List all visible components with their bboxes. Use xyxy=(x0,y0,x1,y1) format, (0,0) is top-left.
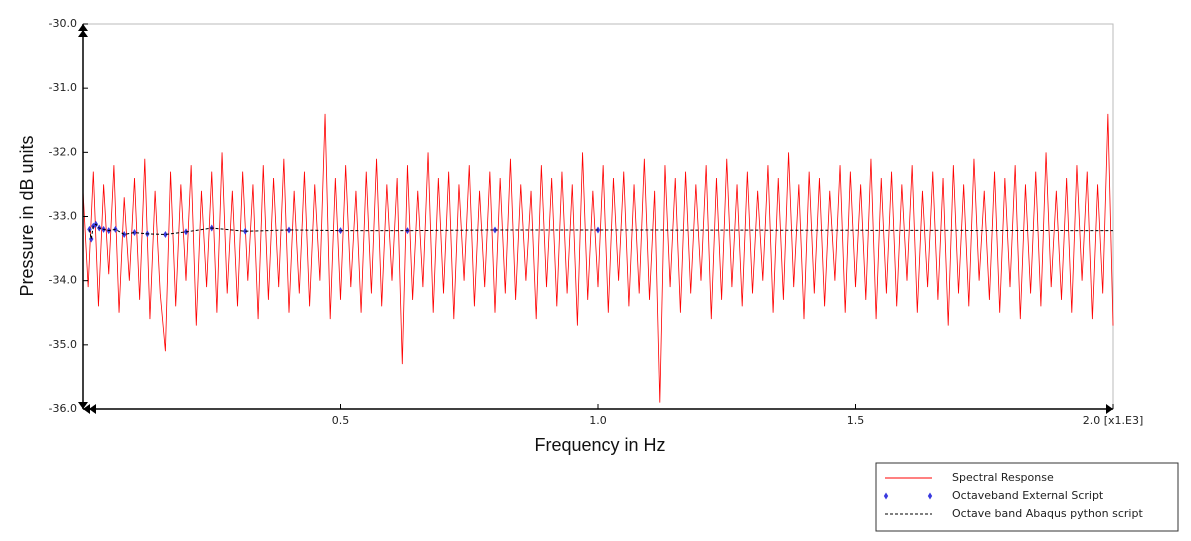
legend-marker xyxy=(883,492,889,500)
x-tick-label: 1.0 xyxy=(589,414,607,427)
plot-area xyxy=(82,113,1114,403)
y-tick-label: -30.0 xyxy=(49,17,77,30)
legend-label: Spectral Response xyxy=(952,471,1054,484)
x-tick-label: 1.5 xyxy=(847,414,865,427)
data-point xyxy=(89,235,94,243)
x-tick-label: 0.5 xyxy=(332,414,350,427)
y-tick-label: -34.0 xyxy=(49,274,77,287)
legend-marker xyxy=(927,492,933,500)
y-tick-label: -31.0 xyxy=(49,81,77,94)
y-tick-label: -32.0 xyxy=(49,145,77,158)
x-axis-title: Frequency in Hz xyxy=(534,435,665,455)
y-tick-label: -36.0 xyxy=(49,402,77,415)
y-tick-label: -35.0 xyxy=(49,338,77,351)
legend-label: Octave band Abaqus python script xyxy=(952,507,1143,520)
data-point xyxy=(132,229,137,237)
x-tick-label: 2.0 [x1.E3] xyxy=(1083,414,1144,427)
data-point xyxy=(492,226,498,234)
y-tick-label: -33.0 xyxy=(49,210,77,223)
y-axis-title: Pressure in dB units xyxy=(17,135,37,296)
plot-frame xyxy=(82,23,1114,410)
series-line xyxy=(88,223,1114,240)
legend-box xyxy=(875,462,1179,532)
legend-label: Octaveband External Script xyxy=(952,489,1104,502)
data-point xyxy=(163,230,168,238)
data-point xyxy=(286,226,292,234)
data-point xyxy=(243,227,248,235)
series-line xyxy=(82,113,1114,403)
